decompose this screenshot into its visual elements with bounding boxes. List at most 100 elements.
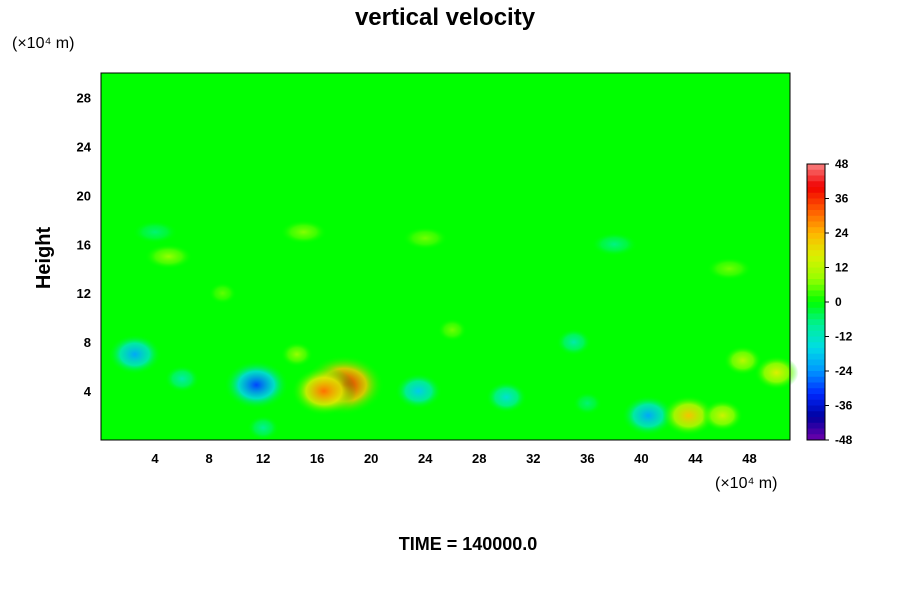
x-tick-label: 28	[472, 451, 486, 466]
colorbar-swatch	[807, 215, 825, 222]
heatmap-feature	[723, 345, 762, 376]
colorbar-swatch	[807, 417, 825, 424]
colorbar-swatch	[807, 233, 825, 240]
colorbar-swatch	[807, 330, 825, 337]
colorbar-swatch	[807, 342, 825, 349]
heatmap-feature	[754, 355, 799, 390]
colorbar-swatch	[807, 428, 825, 435]
heatmap-feature	[437, 318, 467, 342]
y-tick-label: 24	[77, 139, 92, 154]
colorbar-swatch	[807, 181, 825, 188]
x-tick-label: 48	[742, 451, 756, 466]
colorbar-swatch	[807, 250, 825, 257]
colorbar-swatch	[807, 296, 825, 303]
x-unit-label: (×10⁴ m)	[715, 475, 777, 492]
y-unit-label: (×10⁴ m)	[12, 35, 74, 52]
colorbar-swatch	[807, 376, 825, 383]
time-label: TIME = 140000.0	[399, 534, 538, 554]
colorbar-swatch	[807, 319, 825, 326]
colorbar-swatch	[807, 302, 825, 309]
colorbar-swatch	[807, 353, 825, 360]
heatmap-feature	[485, 381, 527, 413]
heatmap-feature	[291, 366, 357, 416]
heatmap-feature	[591, 232, 638, 257]
heatmap-feature	[394, 373, 442, 409]
colorbar-swatch	[807, 187, 825, 194]
x-tick-label: 40	[634, 451, 648, 466]
colorbar-swatch	[807, 388, 825, 395]
y-axis-ticks: 4 8 12 16 20 24 28	[77, 90, 92, 399]
plot-frame	[100, 72, 791, 441]
colorbar-swatch	[807, 336, 825, 343]
y-tick-label: 8	[84, 335, 91, 350]
heatmap-feature	[108, 334, 162, 375]
colorbar-swatch	[807, 359, 825, 366]
x-tick-label: 24	[418, 451, 433, 466]
colorbar-tick-label: 24	[835, 226, 849, 240]
heatmap-feature	[280, 220, 327, 244]
chart-title: vertical velocity	[355, 4, 536, 31]
colorbar-swatch	[807, 273, 825, 280]
x-tick-label: 20	[364, 451, 378, 466]
colorbar-swatch	[807, 238, 825, 245]
colorbar-swatch	[807, 394, 825, 401]
x-tick-label: 32	[526, 451, 540, 466]
colorbar-tick-label: -24	[835, 364, 853, 378]
heatmap-feature	[144, 244, 193, 269]
x-tick-label: 44	[688, 451, 703, 466]
colorbar-swatch	[807, 175, 825, 182]
colorbar: 48 36 24 12 0 -12 -24 -36 -48	[806, 157, 853, 447]
colorbar-swatch	[807, 399, 825, 406]
colorbar-swatch	[807, 244, 825, 251]
y-tick-label: 4	[84, 384, 92, 399]
colorbar-tick-label: 36	[835, 192, 849, 206]
heatmap-plot-area	[100, 72, 799, 441]
colorbar-swatch	[807, 411, 825, 418]
colorbar-swatch	[807, 279, 825, 286]
colorbar-swatch	[807, 261, 825, 268]
colorbar-swatch	[807, 227, 825, 234]
heatmap-feature	[556, 328, 592, 356]
heatmap-feature	[208, 282, 237, 304]
colorbar-swatch	[807, 169, 825, 176]
x-tick-label: 8	[205, 451, 212, 466]
heatmap-feature	[223, 360, 289, 410]
colorbar-tick-label: -36	[835, 399, 853, 413]
y-axis-title: Height	[33, 227, 55, 290]
colorbar-tick-label: -48	[835, 433, 853, 447]
heatmap-feature	[572, 392, 602, 415]
heatmap-feature	[701, 399, 743, 432]
colorbar-tick-label: 0	[835, 295, 842, 309]
y-tick-label: 16	[77, 237, 91, 252]
y-tick-label: 20	[77, 188, 91, 203]
colorbar-swatch	[807, 313, 825, 320]
x-tick-label: 36	[580, 451, 594, 466]
colorbar-swatch	[807, 325, 825, 332]
colorbar-swatch	[807, 307, 825, 314]
x-axis-ticks: 4 8 12 16 20 24 28 32 36 40 44 48	[151, 451, 756, 466]
colorbar-swatch	[807, 198, 825, 205]
colorbar-tick-label: 12	[835, 261, 849, 275]
colorbar-swatch	[807, 210, 825, 217]
y-tick-label: 12	[77, 286, 91, 301]
colorbar-swatch	[807, 256, 825, 263]
x-tick-label: 4	[151, 451, 159, 466]
colorbar-tick-label: 48	[835, 157, 849, 171]
colorbar-swatch	[807, 221, 825, 228]
colorbar-swatch	[807, 365, 825, 372]
colorbar-swatch	[807, 434, 825, 441]
colorbar-swatch	[807, 348, 825, 355]
heatmap-feature	[706, 257, 752, 281]
heatmap-feature	[280, 341, 313, 367]
heatmap-background	[101, 73, 790, 440]
x-tick-label: 12	[256, 451, 270, 466]
colorbar-tick-label: -12	[835, 330, 853, 344]
colorbar-swatch	[807, 192, 825, 199]
heatmap-feature	[402, 226, 448, 250]
colorbar-swatch	[807, 422, 825, 429]
colorbar-swatch	[807, 382, 825, 389]
colorbar-swatch	[807, 164, 825, 171]
heatmap-feature	[247, 415, 280, 441]
heatmap-feature	[662, 395, 716, 436]
